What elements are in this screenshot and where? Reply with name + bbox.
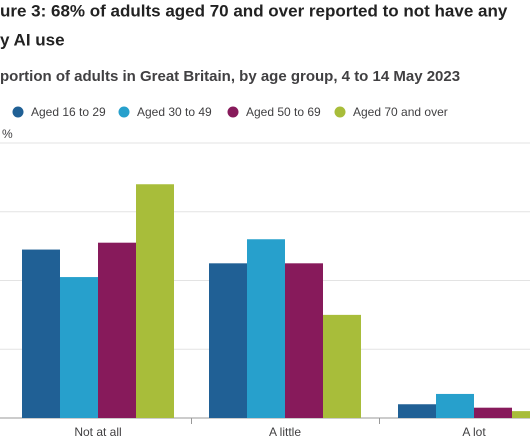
bar [247, 239, 285, 418]
x-tick-label: A little [269, 425, 301, 439]
bar [60, 277, 98, 418]
legend-label: Aged 50 to 69 [246, 105, 321, 119]
bar [98, 242, 136, 418]
bar [474, 407, 512, 418]
chart-title: y AI use [0, 30, 65, 49]
bar [22, 249, 60, 418]
legend-label: Aged 16 to 29 [31, 105, 106, 119]
bar [285, 263, 323, 418]
legend-swatch [12, 106, 24, 118]
legend-label: Aged 70 and over [353, 105, 448, 119]
legend-swatch [334, 106, 346, 118]
chart-title: ure 3: 68% of adults aged 70 and over re… [0, 1, 508, 20]
bar [512, 411, 530, 418]
legend-label: Aged 30 to 49 [137, 105, 212, 119]
bar [398, 404, 436, 418]
chart-subtitle: portion of adults in Great Britain, by a… [0, 68, 460, 85]
legend-swatch [227, 106, 239, 118]
bar [436, 393, 474, 418]
bar [323, 314, 361, 418]
x-tick-label: A lot [462, 425, 486, 439]
x-tick-label: Not at all [74, 425, 121, 439]
legend-swatch [118, 106, 130, 118]
bar [209, 263, 247, 418]
y-axis-label: % [2, 127, 13, 141]
bar [136, 184, 174, 418]
